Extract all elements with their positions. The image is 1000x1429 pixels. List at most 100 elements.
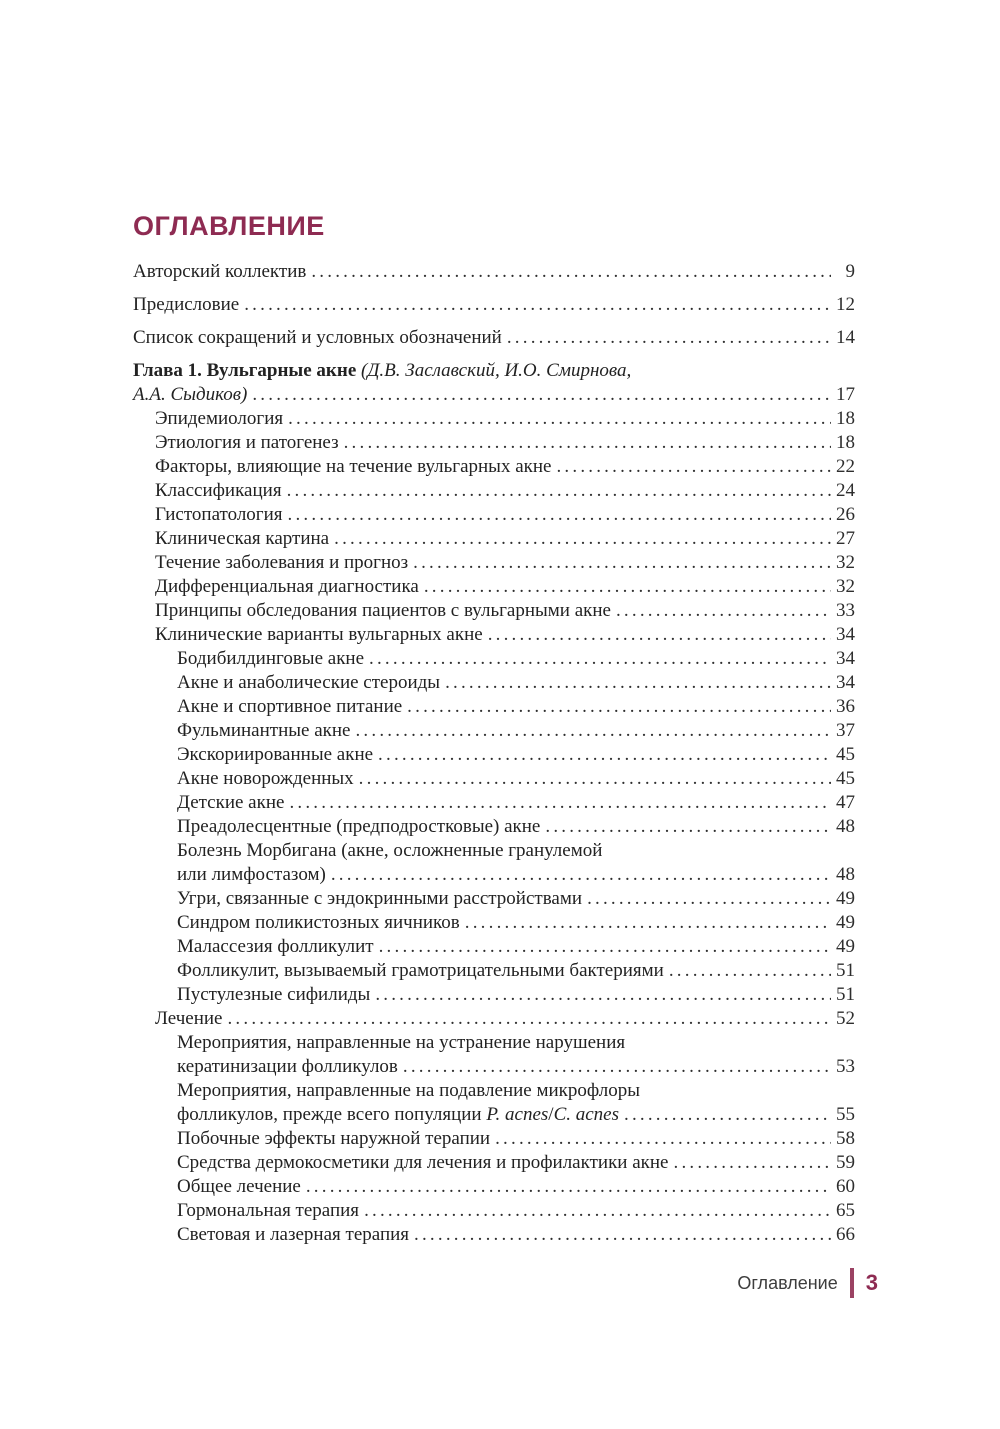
toc-entry-text: Акне и спортивное питание bbox=[177, 696, 403, 717]
toc-entry: Лечение 52 bbox=[133, 1007, 855, 1031]
toc-entry-text: Эпидемиология bbox=[155, 408, 284, 429]
toc-entry: Эпидемиология 18 bbox=[133, 407, 855, 431]
dot-leader bbox=[582, 887, 831, 911]
toc-entry-text: Классификация bbox=[155, 480, 282, 501]
toc-entry-text: или лимфостазом) bbox=[177, 864, 326, 885]
dot-leader bbox=[222, 1007, 831, 1031]
dot-leader bbox=[408, 551, 831, 575]
toc-entry: Этиология и патогенез 18 bbox=[133, 431, 855, 455]
dot-leader bbox=[306, 260, 831, 284]
toc-page-number: 14 bbox=[836, 327, 855, 348]
toc-page-number: 32 bbox=[836, 576, 855, 597]
toc-entry-text: Малассезия фолликулит bbox=[177, 936, 374, 957]
toc-page-number: 26 bbox=[836, 504, 855, 525]
toc-entry-text: Принципы обследования пациентов с вульга… bbox=[155, 600, 611, 621]
toc-page-number: 65 bbox=[836, 1200, 855, 1221]
toc-entry: Экскориированные акне 45 bbox=[133, 743, 855, 767]
dot-leader bbox=[329, 527, 831, 551]
toc-entry-text: Фульминантные акне bbox=[177, 720, 351, 741]
toc-entry-text: Бодибилдинговые акне bbox=[177, 648, 365, 669]
toc-entry: Фолликулит, вызываемый грамотрицательным… bbox=[133, 959, 855, 983]
dot-leader bbox=[419, 575, 831, 599]
toc-page-number: 22 bbox=[836, 456, 855, 477]
toc-entry: Акне и спортивное питание 36 bbox=[133, 695, 855, 719]
toc-entry-text: Акне и анаболические стероиды bbox=[177, 672, 441, 693]
toc-list: Авторский коллектив 9 Предисловие 12 Список … bbox=[133, 260, 855, 1247]
toc-page-number: 45 bbox=[836, 744, 855, 765]
dot-leader bbox=[247, 383, 831, 407]
toc-page-number: 66 bbox=[836, 1224, 855, 1245]
toc-page-number: 34 bbox=[836, 672, 855, 693]
toc-entry: Общее лечение 60 bbox=[133, 1175, 855, 1199]
dot-leader bbox=[364, 647, 831, 671]
toc-entry-text: Синдром поликистозных яичников bbox=[177, 912, 460, 933]
toc-entry: Авторский коллектив 9 bbox=[133, 260, 855, 284]
toc-entry-text: Общее лечение bbox=[177, 1176, 301, 1197]
toc-entry-text: Экскориированные акне bbox=[177, 744, 374, 765]
toc-entry: Световая и лазерная терапия 66 bbox=[133, 1223, 855, 1247]
dot-leader bbox=[502, 326, 831, 350]
toc-entry: Угри, связанные с эндокринными расстройс… bbox=[133, 887, 855, 911]
dot-leader bbox=[551, 455, 831, 479]
dot-leader bbox=[490, 1127, 831, 1151]
toc-entry: Факторы, влияющие на течение вульгарных … bbox=[133, 455, 855, 479]
toc-entry: Мероприятия, направленные на устранение … bbox=[133, 1031, 855, 1079]
toc-entry-text: Этиология и патогенез bbox=[155, 432, 339, 453]
toc-page-number: 47 bbox=[836, 792, 855, 813]
toc-entry: Преадолесцентные (предподростковые) акне… bbox=[133, 815, 855, 839]
toc-entry-text: Пустулезные сифилиды bbox=[177, 984, 371, 1005]
dot-leader bbox=[664, 959, 831, 983]
toc-entry: Малассезия фолликулит 49 bbox=[133, 935, 855, 959]
dot-leader bbox=[669, 1151, 832, 1175]
dot-leader bbox=[374, 935, 831, 959]
toc-entry: Клиническая картина 27 bbox=[133, 527, 855, 551]
dot-leader bbox=[402, 695, 831, 719]
dot-leader bbox=[373, 743, 831, 767]
toc-page-number: 37 bbox=[836, 720, 855, 741]
dot-leader bbox=[354, 767, 831, 791]
toc-entry: Глава 1. Вульгарные акне (Д.В. Заславски… bbox=[133, 359, 855, 407]
toc-page-number: 48 bbox=[836, 816, 855, 837]
toc-entry: Список сокращений и условных обозначений… bbox=[133, 326, 855, 350]
toc-entry-text: Побочные эффекты наружной терапии bbox=[177, 1128, 491, 1149]
dot-leader bbox=[350, 719, 831, 743]
toc-page-number: 53 bbox=[836, 1056, 855, 1077]
dot-leader bbox=[301, 1175, 831, 1199]
toc-entry: Средства дермокосметики для лечения и пр… bbox=[133, 1151, 855, 1175]
dot-leader bbox=[540, 815, 831, 839]
toc-entry-text: Лечение bbox=[155, 1008, 223, 1029]
dot-leader bbox=[283, 503, 831, 527]
toc-entry: Синдром поликистозных яичников 49 bbox=[133, 911, 855, 935]
toc-entry-text: Детские акне bbox=[177, 792, 285, 813]
toc-entry-text: кератинизации фолликулов bbox=[177, 1056, 398, 1077]
toc-page-number: 12 bbox=[836, 294, 855, 315]
footer-divider-bar bbox=[849, 1268, 854, 1298]
toc-entry-text: Клиническая картина bbox=[155, 528, 330, 549]
toc-entry: Побочные эффекты наружной терапии 58 bbox=[133, 1127, 855, 1151]
toc-page-number: 52 bbox=[836, 1008, 855, 1029]
dot-leader bbox=[359, 1199, 831, 1223]
toc-page-number: 51 bbox=[836, 984, 855, 1005]
toc-entry-text: Факторы, влияющие на течение вульгарных … bbox=[155, 456, 552, 477]
toc-entry-text: фолликулов, прежде всего популяции P. ac… bbox=[177, 1104, 619, 1125]
dot-leader bbox=[619, 1103, 831, 1127]
toc-entry-text: Гормональная терапия bbox=[177, 1200, 360, 1221]
toc-page-number: 33 bbox=[836, 600, 855, 621]
toc-entry-text: А.А. Сыдиков) bbox=[133, 384, 248, 405]
toc-entry: Гормональная терапия 65 bbox=[133, 1199, 855, 1223]
toc-entry-text: Средства дермокосметики для лечения и пр… bbox=[177, 1152, 669, 1173]
toc-entry: Акне новорожденных 45 bbox=[133, 767, 855, 791]
toc-entry-text: Мероприятия, направленные на подавление … bbox=[177, 1080, 640, 1101]
toc-page-number: 17 bbox=[836, 384, 855, 405]
dot-leader bbox=[398, 1055, 831, 1079]
toc-page-number: 36 bbox=[836, 696, 855, 717]
toc-entry-text: Болезнь Морбигана (акне, осложненные гра… bbox=[177, 840, 603, 861]
toc-entry-text: Фолликулит, вызываемый грамотрицательным… bbox=[177, 960, 664, 981]
toc-page-number: 18 bbox=[836, 432, 855, 453]
toc-entry: Акне и анаболические стероиды 34 bbox=[133, 671, 855, 695]
toc-entry: Мероприятия, направленные на подавление … bbox=[133, 1079, 855, 1127]
toc-entry: Клинические варианты вульгарных акне 34 bbox=[133, 623, 855, 647]
toc-entry-text: Глава 1. Вульгарные акне (Д.В. Заславски… bbox=[133, 360, 632, 381]
toc-entry-text: Предисловие bbox=[133, 294, 240, 315]
